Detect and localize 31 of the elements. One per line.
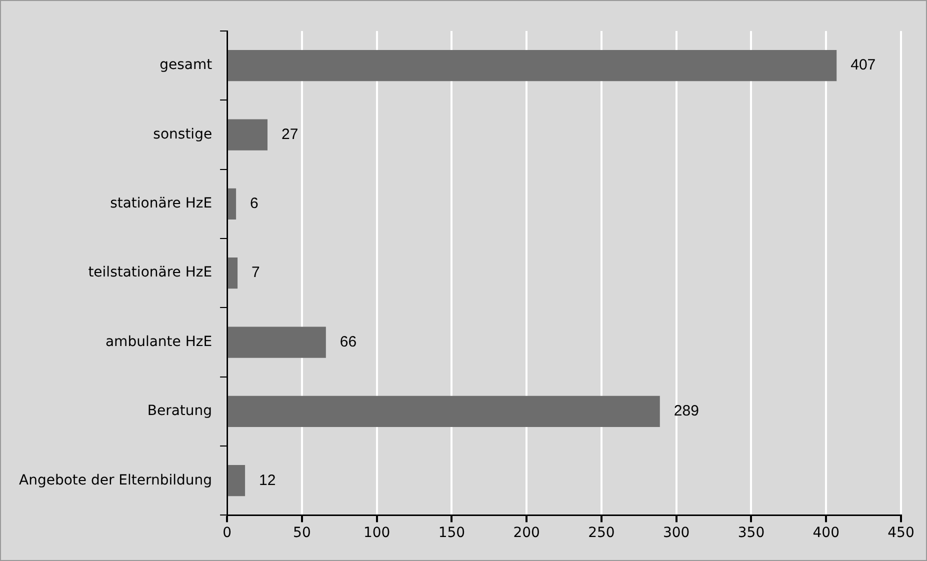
- bar: [228, 50, 837, 82]
- data-label: 12: [259, 472, 276, 489]
- data-label: 289: [674, 402, 699, 420]
- y-tick-label: Beratung: [147, 403, 212, 420]
- x-tick-label: 400: [812, 525, 840, 542]
- x-tick-label: 250: [588, 525, 615, 542]
- data-label: 27: [282, 126, 298, 143]
- y-tick-label: stationäre HzE: [110, 196, 212, 212]
- x-tick-label: 100: [363, 525, 390, 542]
- bar: [228, 188, 236, 220]
- bar: [228, 396, 660, 428]
- y-tick-label: ambulante HzE: [105, 334, 212, 350]
- data-label: 7: [252, 264, 260, 282]
- data-label: 6: [250, 195, 258, 212]
- y-tick-label: sonstige: [153, 126, 212, 142]
- x-tick-label: 200: [513, 525, 540, 542]
- x-tick-label: 350: [738, 525, 765, 542]
- bar: [228, 465, 246, 496]
- bar: [228, 326, 326, 358]
- data-label: 66: [340, 333, 357, 350]
- x-tick-label: 300: [662, 525, 690, 542]
- y-tick-label: gesamt: [160, 57, 213, 74]
- x-tick-label: 50: [293, 525, 311, 542]
- y-tick-label: Angebote der Elternbildung: [18, 472, 212, 488]
- y-tick-label: teilstationäre HzE: [88, 264, 212, 281]
- x-tick-label: 0: [222, 525, 232, 542]
- data-label: 407: [850, 56, 876, 74]
- bar: [228, 258, 238, 289]
- x-tick-label: 150: [438, 525, 466, 542]
- bar: [228, 119, 268, 150]
- x-tick-label: 450: [888, 525, 914, 542]
